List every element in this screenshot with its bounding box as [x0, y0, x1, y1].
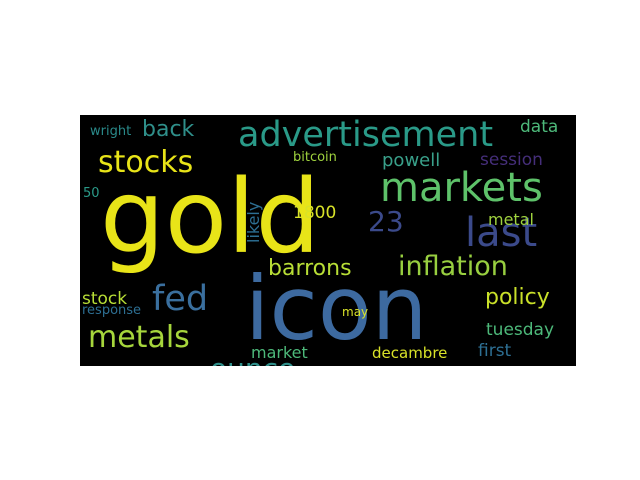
word-response: response: [82, 303, 142, 318]
word-metals: metals: [88, 320, 190, 355]
word-inflation: inflation: [398, 251, 508, 282]
word-powell: powell: [382, 150, 441, 171]
word-wright: wright: [90, 124, 132, 139]
word-likely: likely: [244, 201, 263, 243]
word-ounce: ounce: [210, 355, 295, 367]
word-session: session: [480, 150, 543, 170]
word-icon: icon: [245, 257, 428, 360]
word-markets: markets: [380, 165, 543, 211]
word-23: 23: [368, 205, 404, 238]
word-bitcoin: bitcoin: [293, 150, 337, 165]
word-first: first: [478, 341, 512, 361]
word-decambre: decambre: [372, 344, 448, 362]
word-back: back: [142, 117, 195, 142]
word-policy: policy: [485, 285, 550, 310]
word-metal: metal: [488, 210, 534, 229]
word-50: 50: [83, 186, 100, 201]
word-gold: gold: [100, 158, 321, 277]
word-market: market: [251, 343, 308, 362]
word-fed: fed: [152, 279, 209, 319]
word-stocks: stocks: [98, 145, 194, 180]
word-may: may: [342, 305, 369, 319]
word-barrons: barrons: [268, 256, 352, 281]
word-tuesday: tuesday: [486, 320, 555, 340]
word-stock: stock: [82, 289, 128, 309]
word-advertisement: advertisement: [238, 115, 494, 155]
word-1800: 1800: [293, 203, 337, 223]
word-cloud: gold icon markets advertisement stocks l…: [80, 115, 576, 366]
word-last: last: [465, 210, 538, 256]
word-data: data: [520, 117, 559, 137]
